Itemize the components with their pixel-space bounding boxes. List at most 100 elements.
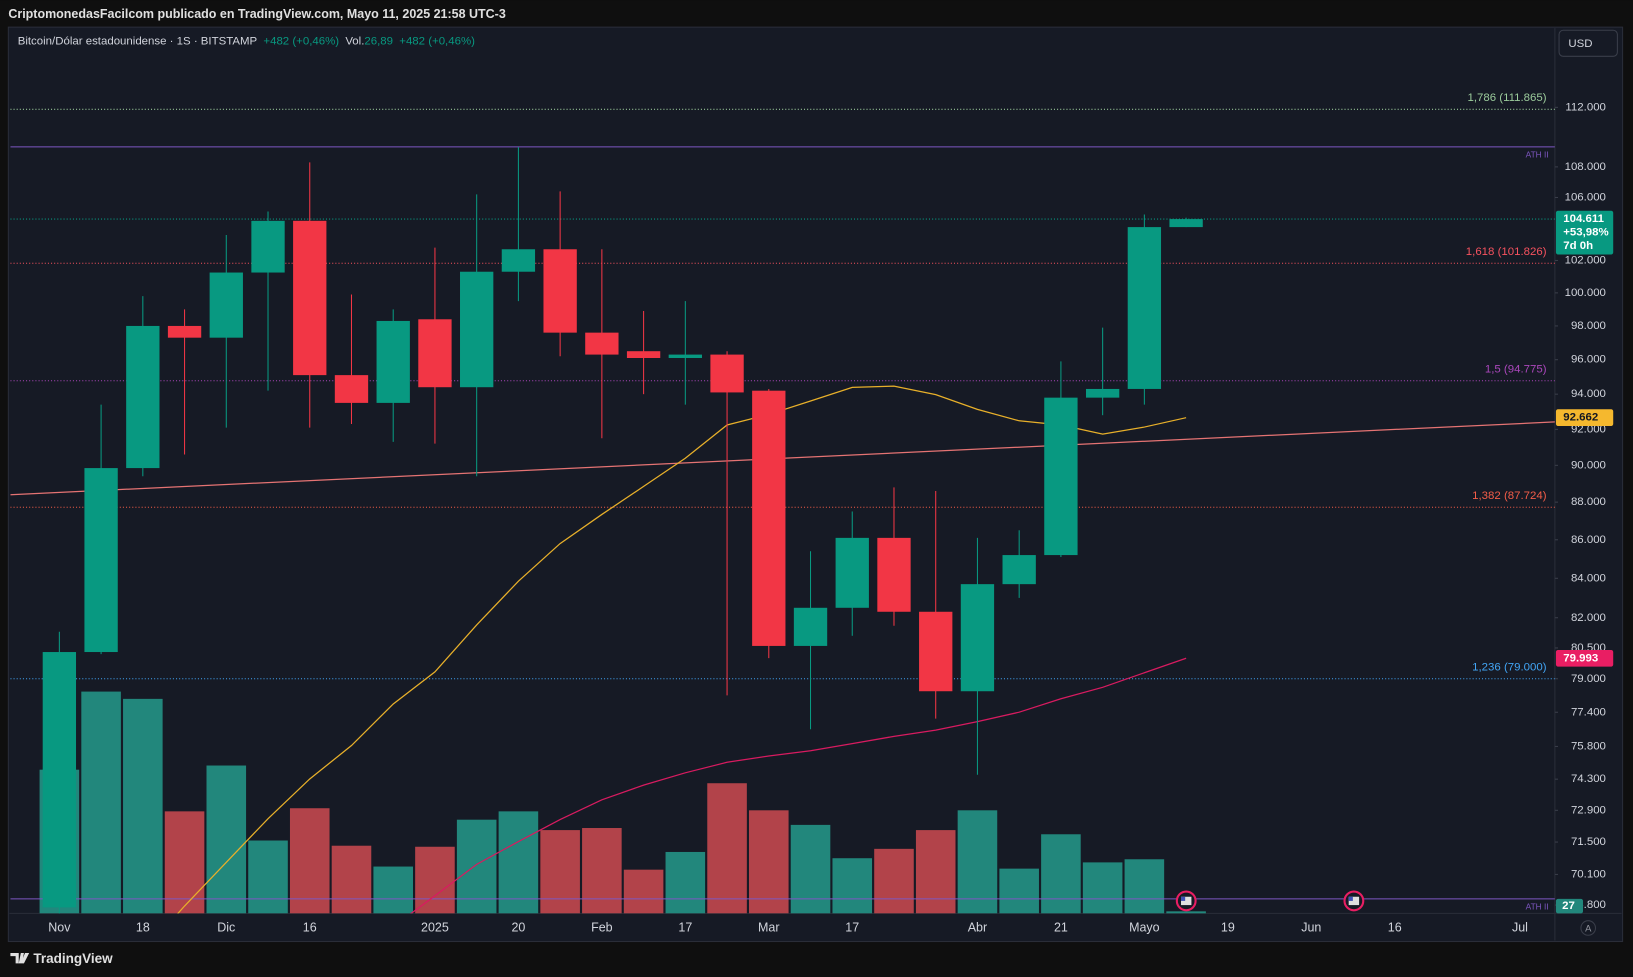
x-tick-label: 21 <box>1054 920 1068 934</box>
x-tick-label: 16 <box>303 920 317 934</box>
event-flags <box>1175 890 1365 912</box>
y-tick-label: 77.400 <box>1571 706 1606 718</box>
legend-volume: 26,89 <box>364 36 393 48</box>
volume-bar <box>874 848 914 914</box>
volume-bar <box>206 765 247 914</box>
x-tick-label: 16 <box>1388 920 1402 934</box>
price-tag-label: 104.611 <box>1563 213 1604 225</box>
moving-average <box>177 385 1187 914</box>
y-tick-label: 98.000 <box>1571 320 1606 332</box>
volume-bar <box>957 810 998 914</box>
candle-body <box>501 249 536 272</box>
y-tick-label: 90.000 <box>1571 459 1606 471</box>
volume-bar <box>915 830 956 914</box>
x-tick-label: 17 <box>678 920 692 934</box>
candle-body <box>877 537 911 612</box>
volume-tag <box>1555 898 1584 914</box>
y-tick-label: 79.000 <box>1571 673 1606 685</box>
volume-bar <box>832 858 873 914</box>
x-tick-label: 18 <box>136 920 150 934</box>
y-tick-label: 75.800 <box>1571 740 1606 752</box>
price-tag-label: 92.662 <box>1563 412 1598 424</box>
price-tag-detail: 7d 0h <box>1563 240 1593 252</box>
y-tick-label: 70.100 <box>1571 868 1606 880</box>
volume-bar <box>81 691 121 914</box>
y-tick-label: 112.000 <box>1565 101 1606 113</box>
volume-bar <box>415 846 455 914</box>
candle-body <box>1085 388 1120 398</box>
currency-button[interactable] <box>1558 29 1618 57</box>
candle-body <box>793 607 828 646</box>
volume-bar <box>999 868 1039 914</box>
price-tag-detail: +53,98% <box>1563 227 1608 239</box>
x-tick-label: Jun <box>1301 920 1321 934</box>
candle-body <box>1169 219 1203 228</box>
candle-body <box>668 354 702 358</box>
brand-name: TradingView <box>33 951 113 966</box>
candle-body <box>167 325 202 338</box>
x-tick-label: Dic <box>217 920 235 934</box>
candle-body <box>293 220 327 376</box>
legend: Bitcoin/Dólar estadounidense · 1S · BITS… <box>18 36 475 48</box>
volume-tag-label: 27 <box>1562 900 1575 912</box>
legend-change: +482 (+0,46%) <box>263 36 339 48</box>
candle-body <box>209 272 243 338</box>
candle-body <box>835 537 869 608</box>
auto-scale-button[interactable] <box>1580 920 1597 936</box>
chart-panel <box>7 26 1624 943</box>
level-label: 1,786 (111.865) <box>1467 92 1546 104</box>
candle-body <box>626 351 661 358</box>
y-tick-label: 82.000 <box>1571 612 1606 624</box>
auto-scale-label[interactable]: A <box>1585 924 1592 934</box>
x-tick-label: 20 <box>511 920 525 934</box>
volume-bar <box>665 851 706 914</box>
level-label: ATH II <box>1526 149 1549 159</box>
publisher: CriptomonedasFacilcom publicado en Tradi… <box>8 7 505 21</box>
price-tag <box>1555 210 1614 255</box>
y-tick-label: 74.300 <box>1571 773 1606 785</box>
volume-bar <box>123 698 163 914</box>
level-label: 1,5 (94.775) <box>1485 363 1547 375</box>
brand-logo: TradingView <box>10 951 113 966</box>
legend-volume-label: Vol. <box>345 36 364 48</box>
flag-icon <box>1348 896 1360 906</box>
y-tick-label: 84.000 <box>1571 572 1606 584</box>
y-tick-label: 94.000 <box>1571 388 1606 400</box>
candle-body <box>251 220 285 273</box>
level-label: 1,382 (87.724) <box>1472 490 1547 502</box>
volume-bar <box>248 840 288 914</box>
candle-body <box>710 354 744 393</box>
volume-bar <box>749 810 789 914</box>
x-tick-label: 2025 <box>421 920 449 934</box>
volume-bar <box>373 866 413 914</box>
volume-bar <box>790 824 831 914</box>
volume-bar <box>289 808 330 914</box>
x-tick-label: Jul <box>1512 920 1528 934</box>
flag-icon <box>1181 896 1192 906</box>
y-tick-label: 102.000 <box>1565 254 1606 266</box>
volume-bar <box>1166 911 1206 914</box>
level-label: ATH II <box>1526 901 1549 911</box>
candle-body <box>1044 397 1078 556</box>
logo-icon <box>10 952 30 964</box>
price-tag <box>1555 649 1614 667</box>
currency-label[interactable]: USD <box>1568 38 1592 50</box>
candle-body <box>376 320 410 403</box>
candle-body <box>752 390 786 646</box>
y-tick-label: 106.000 <box>1565 192 1606 204</box>
candle-body <box>460 271 494 388</box>
price-tag <box>1555 409 1614 426</box>
legend-symbol: Bitcoin/Dólar estadounidense · 1S · BITS… <box>18 36 258 48</box>
volume-bar <box>331 845 372 914</box>
candle-body <box>960 584 995 692</box>
y-tick-label: 92.000 <box>1571 423 1606 435</box>
volume-bar <box>540 830 580 914</box>
candle-body <box>1002 555 1036 585</box>
volume-bar <box>1082 862 1123 914</box>
y-tick-label: 108.000 <box>1565 161 1606 173</box>
volume-bar <box>707 783 747 914</box>
y-tick-label: 100.000 <box>1565 287 1606 299</box>
plot-area <box>10 108 1555 914</box>
